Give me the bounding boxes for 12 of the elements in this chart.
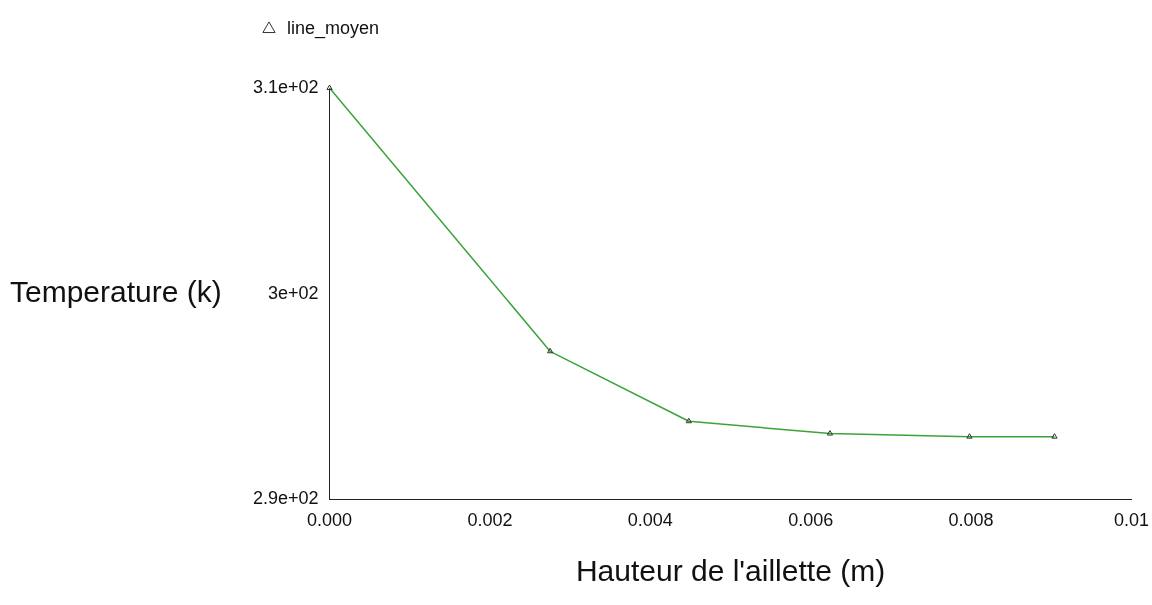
x-axis-title: Hauteur de l'aillette (m) (575, 554, 886, 588)
y-tick-label: 3.1e+02 (252, 76, 319, 97)
x-tick-label: 0.004 (627, 510, 673, 531)
x-tick-label: 0.006 (788, 510, 834, 531)
y-axis-title: Temperature (k) (10, 274, 222, 308)
legend-label: line_moyen (287, 17, 380, 39)
x-tick-label: 0.008 (948, 510, 994, 531)
x-tick-label: 0.01 (1113, 510, 1150, 531)
x-tick-label: 0.000 (307, 510, 353, 531)
y-tick-label: 2.9e+02 (252, 488, 319, 509)
y-tick-label: 3e+02 (268, 282, 319, 303)
x-tick-label: 0.002 (467, 510, 513, 531)
